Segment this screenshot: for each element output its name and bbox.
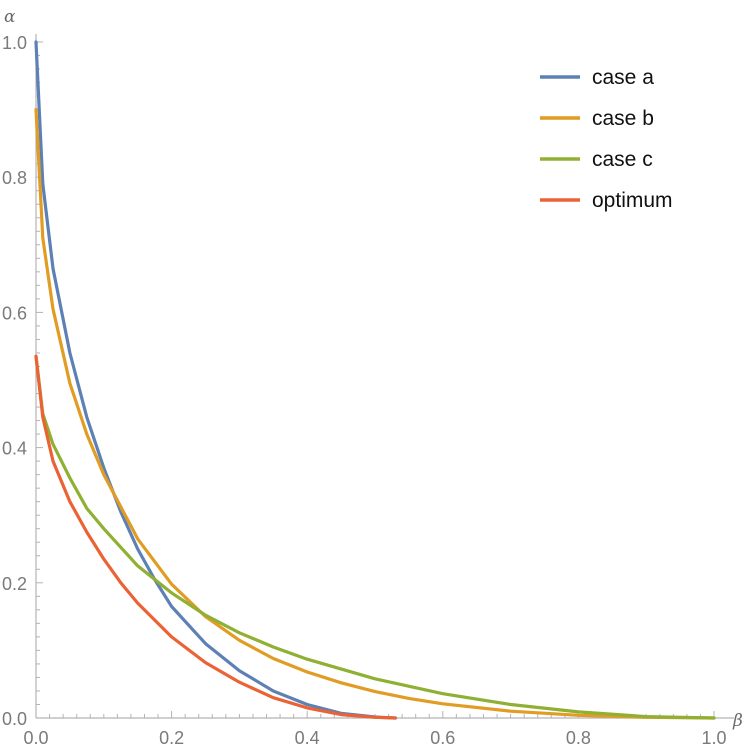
x-tick-label: 0.6 bbox=[430, 728, 455, 748]
y-axis-label: α bbox=[4, 7, 16, 27]
legend-label: case b bbox=[592, 107, 654, 130]
x-tick-label: 0.2 bbox=[159, 728, 184, 748]
x-tick-label: 0.4 bbox=[295, 728, 320, 748]
legend-item-case-c: case c bbox=[540, 148, 653, 171]
legend-label: case c bbox=[592, 148, 653, 171]
series-line-case-b bbox=[34, 107, 716, 720]
x-axis-label: β bbox=[732, 711, 743, 731]
x-tick-label: 0.8 bbox=[566, 728, 591, 748]
legend-item-case-a: case a bbox=[540, 66, 654, 89]
y-tick-label: 0.6 bbox=[2, 303, 27, 323]
y-tick-label: 0.2 bbox=[2, 574, 27, 594]
y-tick-labels: 0.0 0.2 0.4 0.6 0.8 1.0 bbox=[2, 33, 27, 729]
series-line-case-a bbox=[34, 40, 397, 720]
x-tick-label: 1.0 bbox=[701, 728, 726, 748]
legend-label: case a bbox=[592, 66, 654, 89]
series-line-case-c bbox=[34, 354, 716, 720]
legend-item-optimum: optimum bbox=[540, 189, 673, 212]
legend-label: optimum bbox=[592, 189, 673, 212]
series-lines bbox=[34, 40, 716, 720]
y-tick-label: 0.4 bbox=[2, 439, 27, 459]
y-tick-label: 0.0 bbox=[2, 709, 27, 729]
axes: 0.0 0.2 0.4 0.6 0.8 1.0 0.00.20.40.60.81.0 β … bbox=[2, 7, 743, 748]
series-line-optimum bbox=[34, 354, 397, 720]
legend-item-case-b: case b bbox=[540, 107, 654, 130]
x-tick-label: 0.0 bbox=[23, 728, 48, 748]
legend: case a case b case c optimum bbox=[540, 66, 673, 212]
y-tick-label: 1.0 bbox=[2, 33, 27, 53]
y-tick-label: 0.8 bbox=[2, 168, 27, 188]
x-tick-labels: 0.0 0.2 0.4 0.6 0.8 1.0 bbox=[23, 728, 726, 748]
